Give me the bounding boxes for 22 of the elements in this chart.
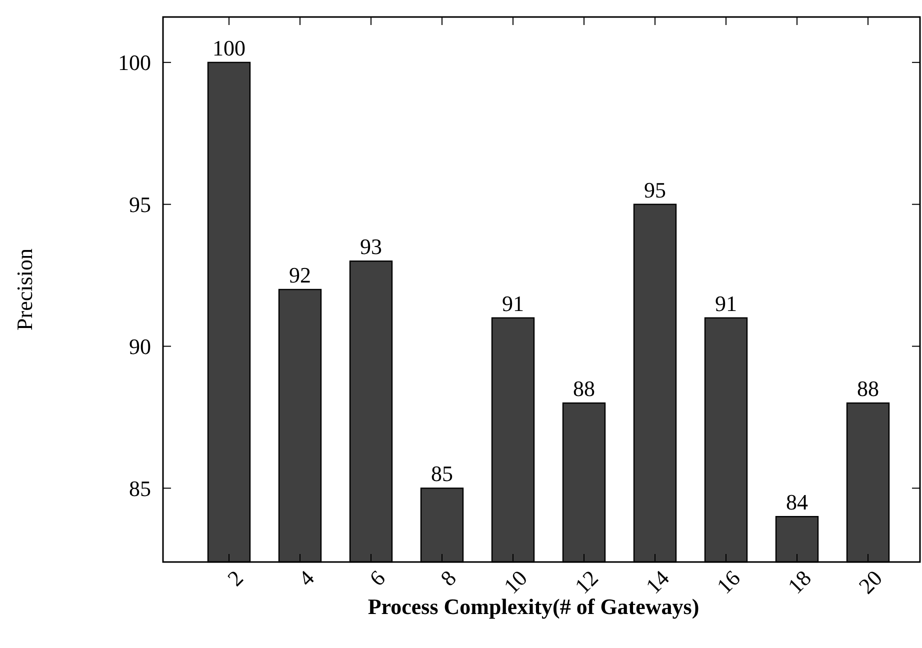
- data-label: 91: [715, 290, 737, 316]
- y-tick-label: 100: [118, 50, 151, 76]
- data-label: 88: [573, 376, 595, 402]
- x-tick-label: 4: [294, 565, 319, 591]
- x-tick-label: 6: [364, 565, 390, 591]
- y-tick-label: 95: [129, 192, 151, 218]
- data-label: 100: [212, 35, 246, 60]
- y-tick-label: 85: [129, 476, 151, 501]
- x-tick-label: 18: [782, 565, 816, 599]
- data-label: 92: [289, 262, 311, 288]
- y-tick-label: 90: [129, 334, 151, 359]
- x-tick-label: 2: [222, 565, 248, 591]
- data-label: 91: [502, 290, 524, 316]
- data-label: 95: [644, 177, 666, 202]
- data-label: 88: [857, 376, 879, 402]
- y-axis-title: Precision: [12, 248, 37, 330]
- x-tick-label: 20: [854, 565, 887, 599]
- x-tick-label: 8: [436, 565, 461, 591]
- data-label: 84: [786, 490, 808, 515]
- data-label: 93: [360, 234, 382, 260]
- data-label: 85: [431, 461, 453, 486]
- x-tick-label: 16: [712, 565, 745, 599]
